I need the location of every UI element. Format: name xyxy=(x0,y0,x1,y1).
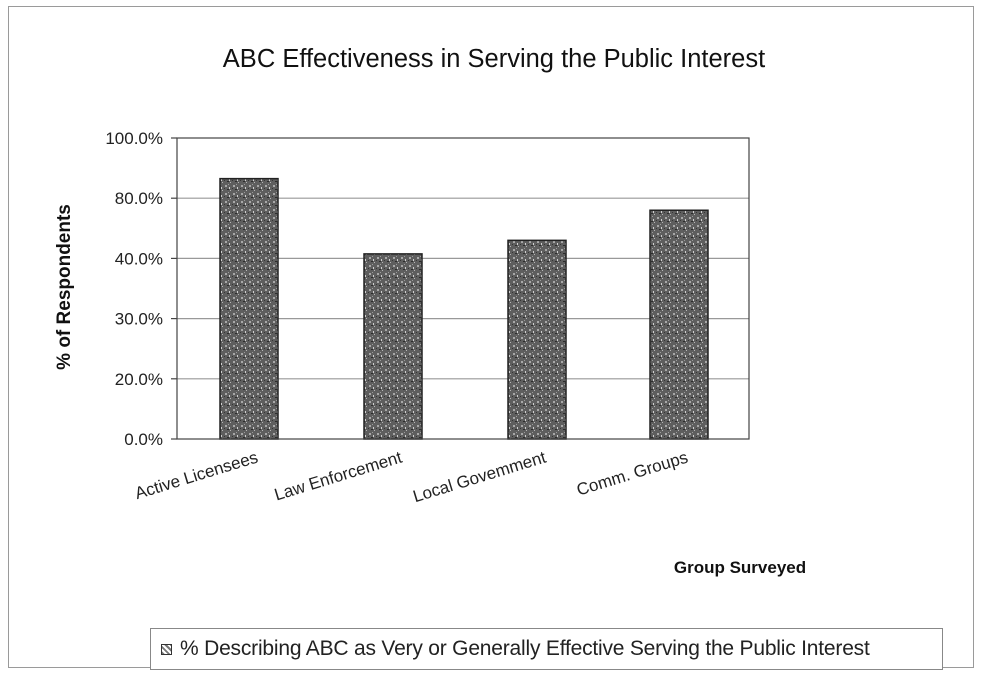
y-tick-label: 30.0% xyxy=(115,310,163,329)
x-tick-label: Local Govemment xyxy=(411,448,549,507)
x-tick-labels: Active Licensees Law Enforcement Local Gov… xyxy=(133,448,691,507)
y-tick-label: 20.0% xyxy=(115,370,163,389)
x-axis-label: Group Surveyed xyxy=(674,558,806,577)
bar-local-govemment xyxy=(508,240,566,439)
bars xyxy=(220,179,708,439)
bar-comm-groups xyxy=(650,210,708,439)
y-tick-label: 0.0% xyxy=(124,430,163,449)
legend: % Describing ABC as Very or Generally Ef… xyxy=(150,628,943,670)
y-tick-label: 40.0% xyxy=(115,249,163,268)
legend-swatch-icon xyxy=(161,644,172,655)
y-axis-label: % of Respondents xyxy=(54,204,75,370)
y-tick-labels: 0.0% 20.0% 30.0% 40.0% 80.0% 100.0% xyxy=(105,129,177,449)
bar-active-licensees xyxy=(220,179,278,439)
y-tick-label: 100.0% xyxy=(105,129,163,148)
legend-label: % Describing ABC as Very or Generally Ef… xyxy=(180,637,870,661)
x-tick-label: Law Enforcement xyxy=(272,448,404,505)
y-tick-label: 80.0% xyxy=(115,189,163,208)
chart-title: ABC Effectiveness in Serving the Public … xyxy=(223,45,765,73)
x-tick-label: Comm. Groups xyxy=(574,448,690,500)
bar-law-enforcement xyxy=(364,254,422,439)
x-tick-label: Active Licensees xyxy=(133,448,261,503)
